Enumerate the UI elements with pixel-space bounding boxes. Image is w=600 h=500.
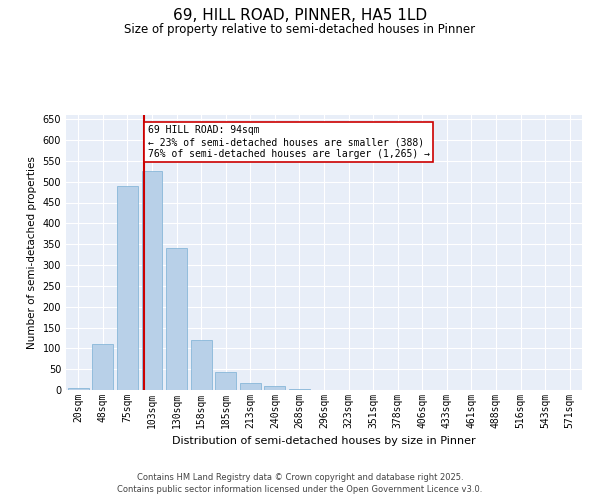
Text: Size of property relative to semi-detached houses in Pinner: Size of property relative to semi-detach… [124, 22, 476, 36]
Bar [240, 382, 261, 390]
Bar [215, 372, 236, 390]
Bar [166, 248, 187, 390]
Bar [289, 389, 310, 390]
Text: Contains public sector information licensed under the Open Government Licence v3: Contains public sector information licen… [118, 485, 482, 494]
Bar [117, 186, 138, 390]
Text: 69 HILL ROAD: 94sqm
← 23% of semi-detached houses are smaller (388)
76% of semi-: 69 HILL ROAD: 94sqm ← 23% of semi-detach… [148, 126, 430, 158]
X-axis label: Distribution of semi-detached houses by size in Pinner: Distribution of semi-detached houses by … [172, 436, 476, 446]
Bar [191, 340, 212, 390]
Bar [92, 344, 113, 390]
Text: 69, HILL ROAD, PINNER, HA5 1LD: 69, HILL ROAD, PINNER, HA5 1LD [173, 8, 427, 22]
Bar [68, 388, 89, 390]
Bar [142, 171, 163, 390]
Bar [265, 386, 286, 390]
Text: Contains HM Land Registry data © Crown copyright and database right 2025.: Contains HM Land Registry data © Crown c… [137, 472, 463, 482]
Y-axis label: Number of semi-detached properties: Number of semi-detached properties [27, 156, 37, 349]
